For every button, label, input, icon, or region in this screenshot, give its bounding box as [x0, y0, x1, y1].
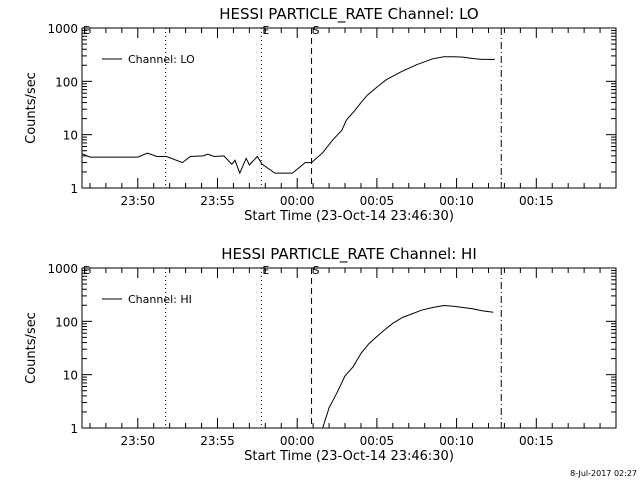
y-tick-label: 1000 — [47, 262, 78, 276]
hi-channel-panel: HESSI PARTICLE_RATE Channel: HI 1 10 100 100… — [24, 245, 617, 464]
series-line — [322, 304, 494, 429]
x-tick-label: 00:15 — [519, 434, 554, 448]
y-tick-label: 1 — [70, 182, 78, 196]
x-tick-label: 23:50 — [120, 434, 155, 448]
chart-title: HESSI PARTICLE_RATE Channel: LO — [219, 5, 478, 24]
chart-title: HESSI PARTICLE_RATE Channel: HI — [221, 245, 477, 264]
lo-channel-panel: HESSI PARTICLE_RATE Channel: LO 1 10 100 100… — [24, 5, 617, 224]
x-tick-label: 00:15 — [519, 194, 554, 208]
time-marker-label: E — [83, 24, 90, 37]
x-tick-label: 23:50 — [120, 194, 155, 208]
y-axis-label: Counts/sec — [24, 72, 39, 144]
series-line — [81, 56, 495, 175]
time-marker-label: E — [262, 264, 269, 277]
x-tick-label: 00:10 — [439, 194, 474, 208]
legend-label: Channel: LO — [128, 53, 195, 66]
x-axis-label: Start Time (23-Oct-14 23:46:30) — [244, 449, 454, 464]
legend-label: Channel: HI — [128, 293, 192, 306]
y-tick-label: 100 — [55, 75, 78, 89]
time-marker-label: E — [83, 264, 90, 277]
y-tick-label: 1000 — [47, 22, 78, 36]
plot-frame — [81, 27, 617, 189]
x-axis-label: Start Time (23-Oct-14 23:46:30) — [244, 209, 454, 224]
y-tick-label: 10 — [63, 129, 78, 143]
time-marker-label: E — [262, 24, 269, 37]
x-tick-label: 23:55 — [200, 194, 235, 208]
x-tick-label: 00:00 — [280, 434, 315, 448]
y-tick-label: 1 — [70, 422, 78, 436]
plot-frame — [81, 267, 617, 429]
plot-timestamp: 8-Jul-2017 02:27 — [570, 469, 637, 478]
y-tick-label: 10 — [63, 369, 78, 383]
x-tick-label: 00:05 — [360, 194, 395, 208]
time-marker-label: S — [313, 264, 320, 277]
x-tick-label: 00:05 — [360, 434, 395, 448]
x-tick-label: 00:10 — [439, 434, 474, 448]
time-marker-label: S — [313, 24, 320, 37]
y-axis-label: Counts/sec — [24, 312, 39, 384]
x-tick-label: 00:00 — [280, 194, 315, 208]
y-tick-label: 100 — [55, 315, 78, 329]
x-tick-label: 23:55 — [200, 434, 235, 448]
